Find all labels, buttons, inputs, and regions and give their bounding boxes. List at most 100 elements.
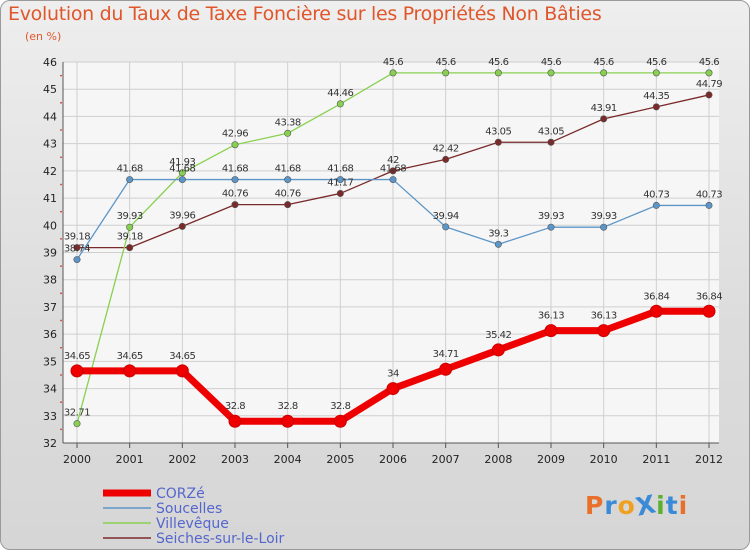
x-tick-label: 2004	[274, 453, 302, 466]
data-label: 41.17	[327, 177, 353, 188]
data-point	[652, 69, 660, 77]
x-tick-label: 2000	[63, 453, 91, 466]
y-minor-tick	[60, 292, 62, 295]
data-point	[281, 414, 295, 428]
data-point	[333, 414, 347, 428]
data-point	[439, 362, 453, 376]
data-point	[705, 69, 713, 77]
data-label: 44.35	[643, 91, 669, 102]
data-label: 39.93	[117, 211, 143, 222]
y-minor-tick	[60, 319, 62, 322]
data-label: 40.73	[643, 189, 669, 200]
data-label: 34.71	[433, 349, 459, 360]
y-minor-tick	[60, 346, 62, 349]
data-point	[494, 138, 502, 146]
legend: CORZéSoucellesVillevêqueSeiches-sur-le-L…	[103, 486, 285, 547]
y-minor-tick	[60, 210, 62, 213]
data-point	[491, 343, 505, 357]
series-layer	[70, 69, 716, 428]
y-tick-label: 41	[43, 192, 57, 205]
x-tick-label: 2012	[695, 453, 723, 466]
axes: 32 33 34 35 36 37 38 39 40 41 42 43 44 45 46 2000 2001 20…	[43, 56, 723, 466]
legend-label: Soucelles	[156, 501, 222, 517]
data-label: 40.73	[696, 189, 722, 200]
data-label: 43.38	[275, 117, 301, 128]
data-point	[231, 201, 239, 209]
data-label: 32.8	[330, 401, 350, 412]
y-minor-tick	[60, 129, 62, 131]
data-point	[284, 176, 292, 184]
data-point	[70, 364, 84, 378]
y-tick-label: 35	[43, 355, 57, 368]
data-point	[547, 138, 555, 146]
x-tick-label: 2009	[537, 453, 565, 466]
logo-letter: X	[633, 489, 659, 522]
y-tick-label: 33	[43, 410, 57, 423]
data-label: 45.6	[541, 57, 561, 68]
data-point	[123, 364, 137, 378]
data-label: 40.76	[222, 189, 248, 200]
data-label: 42.42	[433, 143, 459, 154]
data-point	[126, 223, 134, 231]
y-minor-tick	[60, 101, 62, 104]
x-tick-label: 2003	[221, 453, 249, 466]
data-label: 45.6	[436, 57, 456, 68]
x-tick-label: 2007	[432, 453, 460, 466]
y-minor-tick	[60, 401, 62, 404]
data-point	[284, 201, 292, 209]
data-point	[178, 176, 186, 184]
data-label: 40.76	[275, 189, 301, 200]
data-point	[284, 129, 292, 137]
y-tick-label: 43	[43, 138, 57, 151]
data-label: 39.18	[64, 232, 90, 243]
data-point	[228, 414, 242, 428]
y-tick-label: 44	[43, 110, 57, 123]
data-label: 36.84	[696, 291, 722, 302]
y-tick-label: 37	[43, 301, 57, 314]
data-label: 39.96	[169, 210, 195, 221]
data-point	[600, 69, 608, 77]
data-point	[600, 115, 608, 123]
data-label: 41.68	[169, 164, 195, 175]
data-label: 39.93	[591, 211, 617, 222]
y-minor-tick	[60, 74, 62, 77]
data-label: 45.6	[646, 57, 666, 68]
y-tick-label: 39	[43, 247, 57, 260]
data-point	[600, 223, 608, 231]
proxiti-logo: ProXiti	[585, 489, 688, 522]
data-label: 38.74	[64, 244, 90, 255]
data-label: 41.68	[222, 164, 248, 175]
data-point	[547, 69, 555, 77]
data-label: 39.3	[488, 228, 508, 239]
data-label: 45.6	[383, 57, 403, 68]
data-point	[544, 324, 558, 338]
data-label: 34.65	[169, 351, 195, 362]
data-point	[231, 176, 239, 184]
data-point	[652, 103, 660, 111]
data-label: 32.8	[278, 401, 298, 412]
data-point	[389, 176, 397, 184]
y-tick-label: 46	[43, 56, 57, 69]
data-label: 43.05	[538, 126, 564, 137]
data-point	[547, 223, 555, 231]
x-tick-label: 2001	[116, 453, 144, 466]
x-tick-label: 2010	[590, 453, 618, 466]
y-tick-label: 45	[43, 83, 57, 96]
data-point	[386, 382, 400, 396]
data-label: 45.6	[594, 57, 614, 68]
data-label: 42.96	[222, 129, 248, 140]
data-label: 36.13	[538, 311, 564, 322]
data-point	[175, 364, 189, 378]
data-point	[389, 167, 397, 175]
y-minor-tick	[60, 237, 62, 240]
data-label: 39.18	[117, 232, 143, 243]
data-point	[389, 69, 397, 77]
data-point	[126, 244, 134, 252]
y-minor-tick	[60, 428, 62, 431]
data-point	[494, 69, 502, 77]
y-tick-label: 34	[43, 383, 57, 396]
data-point	[336, 176, 344, 184]
data-point	[231, 141, 239, 149]
logo-letter: o	[617, 491, 636, 520]
data-labels: 39.18 39.18 39.96 40.76 40.76 41.17 42 42.42 43.…	[64, 57, 723, 419]
